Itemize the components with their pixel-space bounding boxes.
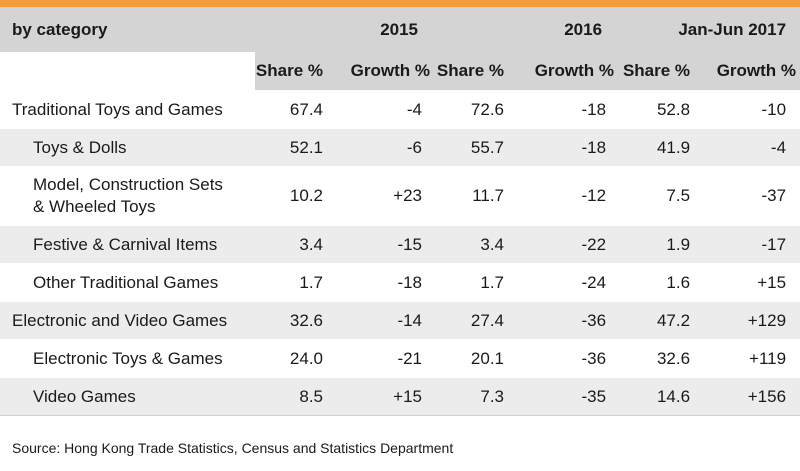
year-header-2017: Jan-Jun 2017 <box>620 7 800 52</box>
growth-cell: +119 <box>704 339 800 378</box>
table-row: Model, Construction Sets & Wheeled Toys 1… <box>0 166 800 226</box>
row-category-name: Electronic Toys & Games <box>0 339 255 378</box>
share-cell: 14.6 <box>620 377 705 416</box>
share-cell: 1.6 <box>620 263 705 302</box>
share-cell: 20.1 <box>436 339 519 378</box>
share-cell: 7.3 <box>436 377 519 416</box>
year-header-2015: 2015 <box>255 7 437 52</box>
share-cell: 52.8 <box>620 90 705 129</box>
growth-cell: +129 <box>704 301 800 340</box>
growth-cell: +15 <box>337 377 437 416</box>
share-cell: 41.9 <box>620 128 705 167</box>
growth-cell: -22 <box>518 225 621 264</box>
category-table: by category 2015 2016 Jan-Jun 2017 Share… <box>0 7 800 416</box>
growth-cell: -18 <box>518 90 621 129</box>
share-cell: 10.2 <box>255 166 337 226</box>
growth-header: Growth % <box>337 52 437 91</box>
share-cell: 8.5 <box>255 377 337 416</box>
growth-cell: -4 <box>704 128 800 167</box>
growth-cell: -15 <box>337 225 437 264</box>
row-category-name: Video Games <box>0 377 255 416</box>
growth-cell: +156 <box>704 377 800 416</box>
year-header-2016: 2016 <box>436 7 621 52</box>
share-cell: 47.2 <box>620 301 705 340</box>
share-header: Share % <box>620 52 705 91</box>
growth-cell: -18 <box>518 128 621 167</box>
row-category-name: Festive & Carnival Items <box>0 225 255 264</box>
share-cell: 24.0 <box>255 339 337 378</box>
share-cell: 32.6 <box>255 301 337 340</box>
share-cell: 1.7 <box>436 263 519 302</box>
share-cell: 1.9 <box>620 225 705 264</box>
share-cell: 7.5 <box>620 166 705 226</box>
metric-header-blank <box>0 52 255 91</box>
growth-header: Growth % <box>518 52 621 91</box>
share-header: Share % <box>436 52 519 91</box>
growth-cell: +23 <box>337 166 437 226</box>
row-category-name: Electronic and Video Games <box>0 301 255 340</box>
share-cell: 11.7 <box>436 166 519 226</box>
row-category-name: Traditional Toys and Games <box>0 90 255 129</box>
table-row: Video Games 8.5 +15 7.3 -35 14.6 +156 <box>0 377 800 416</box>
growth-cell: -36 <box>518 339 621 378</box>
growth-cell: -6 <box>337 128 437 167</box>
growth-cell: -18 <box>337 263 437 302</box>
category-header: by category <box>0 7 255 52</box>
growth-cell: -4 <box>337 90 437 129</box>
year-header-row: by category 2015 2016 Jan-Jun 2017 <box>0 7 800 52</box>
accent-top-bar <box>0 0 800 7</box>
growth-cell: -14 <box>337 301 437 340</box>
share-cell: 67.4 <box>255 90 337 129</box>
growth-cell: -17 <box>704 225 800 264</box>
growth-cell: -21 <box>337 339 437 378</box>
share-cell: 27.4 <box>436 301 519 340</box>
table-row: Traditional Toys and Games 67.4 -4 72.6 -18 5… <box>0 90 800 129</box>
share-cell: 52.1 <box>255 128 337 167</box>
growth-cell: -37 <box>704 166 800 226</box>
share-cell: 3.4 <box>436 225 519 264</box>
growth-cell: -36 <box>518 301 621 340</box>
row-category-name: Model, Construction Sets & Wheeled Toys <box>0 166 255 226</box>
growth-cell: -10 <box>704 90 800 129</box>
growth-header: Growth % <box>704 52 800 91</box>
share-cell: 3.4 <box>255 225 337 264</box>
metric-header-row: Share % Growth % Share % Growth % Share … <box>0 52 800 91</box>
share-cell: 72.6 <box>436 90 519 129</box>
share-cell: 32.6 <box>620 339 705 378</box>
table-row: Toys & Dolls 52.1 -6 55.7 -18 41.9 -4 <box>0 128 800 167</box>
table-row: Other Traditional Games 1.7 -18 1.7 -24 1.6 +1… <box>0 263 800 302</box>
table-row: Festive & Carnival Items 3.4 -15 3.4 -22 1.9-… <box>0 225 800 264</box>
table-row: Electronic Toys & Games 24.0 -21 20.1 -36 32.… <box>0 339 800 378</box>
growth-cell: +15 <box>704 263 800 302</box>
growth-cell: -12 <box>518 166 621 226</box>
share-cell: 55.7 <box>436 128 519 167</box>
source-note: Source: Hong Kong Trade Statistics, Cens… <box>12 440 454 456</box>
share-cell: 1.7 <box>255 263 337 302</box>
row-category-name: Other Traditional Games <box>0 263 255 302</box>
table-body: Traditional Toys and Games 67.4 -4 72.6 -18 5… <box>0 90 800 416</box>
share-header: Share % <box>255 52 337 91</box>
growth-cell: -35 <box>518 377 621 416</box>
growth-cell: -24 <box>518 263 621 302</box>
table-row: Electronic and Video Games 32.6 -14 27.4 -36… <box>0 301 800 340</box>
row-category-name: Toys & Dolls <box>0 128 255 167</box>
